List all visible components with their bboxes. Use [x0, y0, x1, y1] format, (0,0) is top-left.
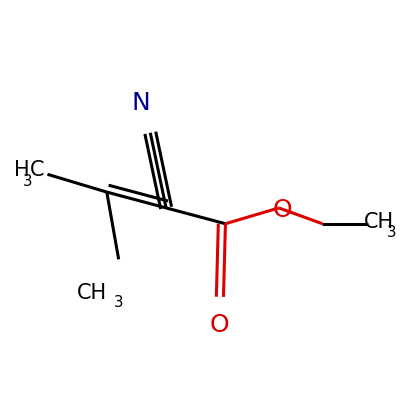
Text: H: H	[14, 160, 30, 180]
Text: CH: CH	[77, 283, 107, 303]
Text: 3: 3	[114, 295, 124, 310]
Text: 3: 3	[22, 174, 32, 188]
Text: O: O	[210, 312, 229, 336]
Text: N: N	[131, 91, 150, 115]
Text: C: C	[30, 160, 44, 180]
Text: O: O	[273, 198, 293, 222]
Text: 3: 3	[387, 225, 396, 240]
Text: CH: CH	[364, 212, 394, 232]
